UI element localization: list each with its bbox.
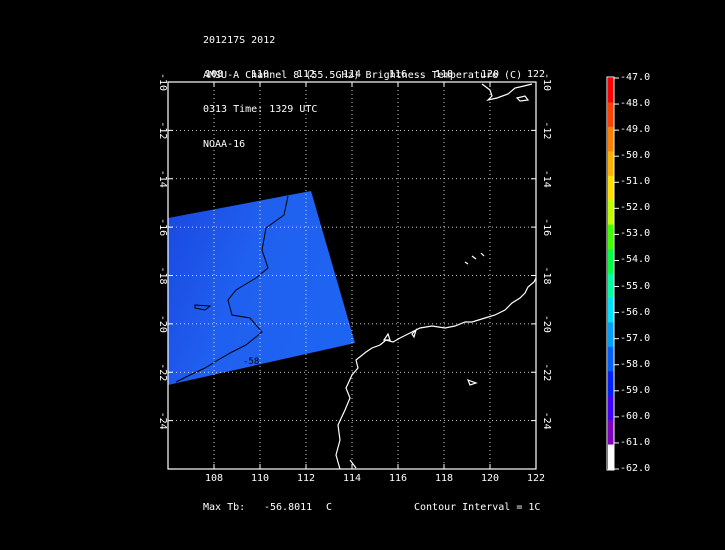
colorbar-label: -47.0: [620, 72, 651, 83]
max-tb-label: Max Tb:: [203, 502, 246, 513]
lon-tick-label: 116: [389, 69, 407, 80]
contour-line-loop: [194, 304, 212, 311]
coastline: [335, 83, 536, 469]
colorbar-swatch: [608, 395, 614, 421]
lat-tick-label: -10: [541, 73, 552, 91]
lon-tick-label: 112: [297, 69, 315, 80]
colorbar-frame: [606, 76, 615, 471]
lat-tick-label: -10: [157, 73, 168, 91]
colorbar-swatch: [608, 224, 614, 250]
colorbar-label: -50.0: [620, 150, 651, 162]
colorbar-label: -60.0: [620, 410, 651, 422]
max-tb-value: -56.8011: [264, 502, 313, 513]
colorbar-label: -57.0: [620, 332, 651, 344]
lon-tick-label: 120: [481, 69, 499, 80]
lat-tick-label: -22: [541, 363, 552, 381]
colorbar-swatch: [608, 200, 614, 226]
colorbar-label: -59.0: [620, 384, 651, 396]
lat-tick-label: -24: [541, 412, 552, 430]
colorbar-label: -61.0: [620, 436, 651, 448]
colorbar-label: -49.0: [620, 124, 651, 136]
lat-tick-label: -12: [541, 121, 552, 139]
colorbar-label: -58.0: [620, 358, 651, 370]
lat-tick-label: -16: [541, 218, 552, 236]
lon-tick-label: 118: [435, 473, 453, 484]
lon-tick-label: 114: [343, 69, 361, 80]
lon-tick-label: 122: [527, 69, 545, 80]
colorbar-swatch: [608, 273, 614, 299]
header-line-channel: AMSU-A Channel 8 (55.5GHz) Brightness Te…: [203, 69, 523, 81]
lon-tick-label: 112: [297, 473, 315, 484]
lon-tick-label: 108: [205, 473, 223, 484]
max-tb-unit: C: [326, 502, 333, 513]
colorbar-swatch: [608, 126, 614, 152]
lat-tick-label: -20: [541, 315, 552, 333]
colorbar-swatch: [608, 151, 614, 177]
lon-tick-label: 108: [205, 69, 223, 80]
colorbar-swatch: [608, 297, 614, 323]
lon-tick-label: 122: [527, 473, 545, 484]
colorbar-label: -54.0: [620, 254, 651, 266]
colorbar-swatch: [608, 249, 614, 274]
colorbar-label: -55.0: [620, 280, 651, 292]
colorbar-label: -53.0: [620, 228, 651, 240]
colorbar-swatch: [608, 371, 614, 397]
colorbar-swatch: [608, 346, 614, 372]
colorbar-swatch: [608, 420, 614, 446]
lon-ticks-top: 108 110 112 114 116 118 120 122: [205, 69, 545, 87]
satellite-swath: [168, 191, 355, 385]
lat-tick-label: -14: [541, 170, 552, 188]
lat-tick-label: -22: [157, 363, 168, 381]
contour-interval: Contour Interval = 1C: [414, 502, 541, 513]
graticule: [168, 82, 536, 469]
colorbar-swatch: [608, 102, 614, 128]
lon-tick-label: 114: [343, 473, 361, 484]
lon-tick-label: 116: [389, 473, 407, 484]
colorbar: [608, 77, 619, 470]
colorbar-label: -62.0: [620, 463, 651, 474]
lon-tick-label: 120: [481, 473, 499, 484]
lat-tick-label: -20: [157, 315, 168, 333]
colorbar-label: -52.0: [620, 202, 651, 214]
lon-tick-label: 110: [251, 69, 269, 80]
colorbar-swatch: [608, 78, 614, 103]
lon-tick-label: 110: [251, 473, 269, 484]
lat-ticks-right: -10 -12 -14 -16 -18 -20 -22 -24: [531, 73, 552, 430]
header-line-storm: 201217S 2012: [203, 35, 276, 46]
chart-header: 201217S 2012 AMSU-A Channel 8 (55.5GHz) …: [203, 12, 522, 162]
lon-tick-label: 118: [435, 69, 453, 80]
colorbar-swatch: [608, 322, 614, 348]
header-line-time: 0313 Time: 1329 UTC: [203, 104, 318, 115]
lat-tick-label: -18: [157, 266, 168, 284]
lat-tick-label: -12: [157, 121, 168, 139]
lat-tick-label: -16: [157, 218, 168, 236]
colorbar-swatch: [608, 175, 614, 201]
lat-ticks-left: -10 -12 -14 -16 -18 -20 -22 -24: [157, 73, 173, 430]
contour-label: -58: [243, 357, 259, 367]
colorbar-swatch: [608, 444, 614, 470]
lat-tick-label: -14: [157, 170, 168, 188]
colorbar-label: -56.0: [620, 306, 651, 318]
lat-tick-label: -24: [157, 412, 168, 430]
lon-ticks-bottom: 108 110 112 114 116 118 120 122: [205, 464, 545, 484]
colorbar-label: -48.0: [620, 98, 651, 110]
colorbar-label: -51.0: [620, 176, 651, 188]
lat-tick-label: -18: [541, 266, 552, 284]
header-line-satellite: NOAA-16: [203, 138, 246, 150]
